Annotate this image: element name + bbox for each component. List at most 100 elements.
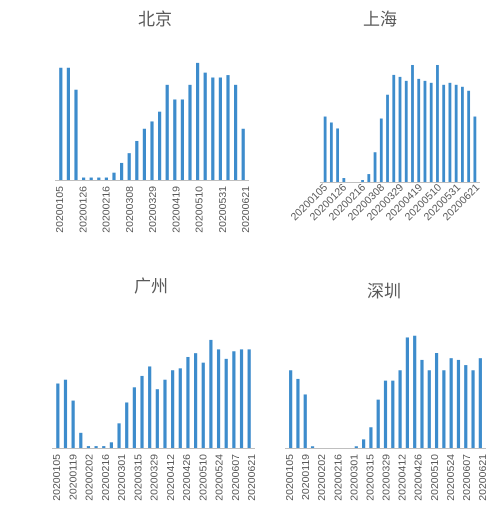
x-tick-label: 20200329	[147, 186, 159, 233]
chart-title: 广州	[134, 277, 168, 297]
bar	[427, 370, 431, 448]
bar	[442, 84, 446, 182]
chart-title: 深圳	[367, 282, 401, 302]
x-tick-label: 20200621	[240, 186, 252, 233]
bar	[109, 442, 113, 448]
chart-panel: 北京 20200105 20200126 20200216 20200308 202003…	[54, 10, 252, 233]
x-tick-label: 20200216	[101, 186, 113, 233]
bar	[158, 111, 162, 180]
bar	[478, 358, 482, 448]
bar	[373, 152, 377, 182]
x-tick-label: 20200531	[217, 186, 229, 233]
bar	[59, 67, 63, 180]
bar	[117, 423, 121, 448]
bar	[354, 446, 358, 448]
bar	[392, 74, 396, 182]
bar	[442, 370, 446, 448]
bar	[234, 84, 238, 180]
x-tick-label: 20200426	[181, 454, 193, 501]
x-tick-label: 20200202	[316, 454, 328, 501]
bar	[303, 394, 307, 448]
bar	[180, 99, 184, 180]
bar	[411, 64, 414, 182]
bar	[449, 358, 453, 448]
x-tick-label: 20200524	[445, 454, 457, 501]
bar	[188, 84, 192, 180]
bar	[420, 359, 424, 448]
x-tick-label: 20200301	[348, 454, 360, 501]
chart-title: 北京	[138, 10, 172, 30]
x-tick-label: 20200607	[461, 454, 473, 501]
x-tick-label: 20200419	[170, 186, 182, 233]
x-tick-label: 20200510	[429, 454, 441, 501]
bar	[171, 370, 175, 448]
bar	[194, 353, 198, 448]
bar	[369, 427, 373, 448]
bar	[201, 362, 205, 448]
bar	[471, 370, 475, 448]
bar	[102, 446, 106, 448]
x-tick-label: 20200329	[381, 454, 393, 501]
bar	[367, 174, 371, 182]
bar	[362, 439, 366, 448]
bar	[82, 177, 86, 180]
x-tick-label: 20200216	[100, 454, 112, 501]
chart-title: 上海	[363, 10, 397, 30]
x-tick-label: 20200119	[67, 454, 79, 500]
bar	[467, 90, 471, 182]
bar	[386, 94, 389, 182]
x-tick-label: 20200119	[300, 454, 312, 500]
x-tick-label: 20200412	[397, 454, 409, 501]
bar	[140, 375, 144, 448]
bar	[209, 339, 213, 448]
bar	[94, 446, 98, 448]
bar	[56, 383, 60, 448]
bar	[142, 128, 146, 180]
bar	[132, 387, 136, 448]
x-tick-label: 20200621	[477, 454, 489, 501]
chart-panel: 上海20200105202001262020021620200308202003…	[289, 10, 483, 223]
bar	[456, 359, 461, 448]
bar	[178, 368, 182, 448]
bar	[112, 172, 116, 180]
bar	[423, 80, 427, 182]
bar	[398, 370, 402, 448]
bar	[247, 349, 251, 448]
bar	[86, 446, 91, 448]
bar	[71, 400, 75, 448]
bar	[413, 335, 417, 448]
chart-panel: 广州 20200105 20200119 20200202 20200216 202003…	[51, 277, 258, 501]
bar	[383, 380, 388, 448]
bar	[218, 77, 222, 180]
x-tick-label: 20200510	[197, 454, 209, 501]
x-tick-label: 20200426	[413, 454, 425, 501]
bar	[473, 116, 477, 182]
bar	[448, 82, 452, 182]
bar	[310, 446, 315, 448]
bar	[336, 128, 340, 182]
bar	[196, 62, 200, 180]
x-tick-label: 20200315	[364, 454, 376, 501]
bar	[63, 379, 68, 448]
x-tick-label: 20200412	[165, 454, 177, 501]
bar	[79, 432, 83, 448]
bar	[398, 76, 402, 182]
x-tick-label: 20200308	[124, 186, 136, 233]
bar	[97, 177, 101, 180]
x-tick-label: 20200126	[77, 186, 89, 233]
bar	[391, 380, 395, 448]
x-tick-label: 20200621	[246, 454, 258, 501]
bar	[323, 116, 327, 182]
bar	[74, 89, 78, 180]
x-tick-label: 20200524	[214, 454, 226, 501]
bar	[226, 75, 230, 180]
bar	[241, 128, 245, 180]
bar	[434, 353, 439, 448]
bar	[342, 178, 346, 182]
bar	[417, 78, 421, 182]
bar	[461, 86, 464, 182]
bar	[125, 402, 129, 448]
bar	[150, 121, 154, 180]
x-tick-label: 20200510	[194, 186, 206, 233]
